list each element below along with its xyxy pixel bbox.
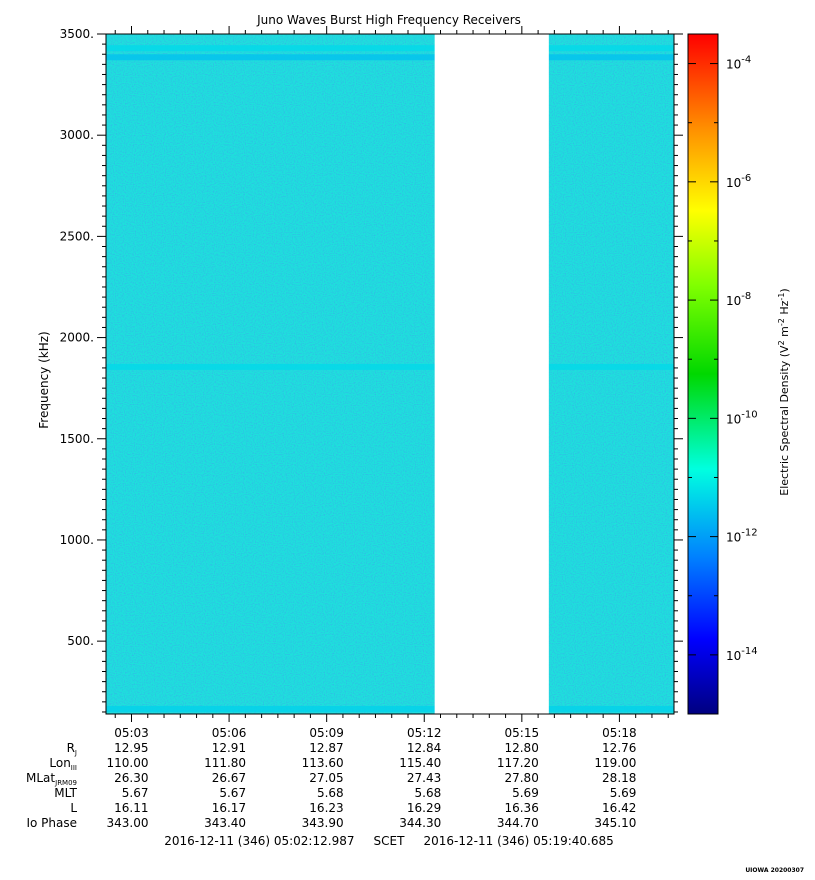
ephemeris-value: 16.23 xyxy=(309,801,343,815)
colorbar-tick-label: 10-12 xyxy=(726,528,758,545)
ephemeris-row-label: MLT xyxy=(54,786,77,800)
x-tick-label: 05:06 xyxy=(212,726,247,740)
plot-frame xyxy=(105,33,675,715)
ephemeris-value: 16.11 xyxy=(114,801,148,815)
emission-band-2 xyxy=(106,54,674,61)
emission-band-3 xyxy=(106,705,674,712)
data-gap xyxy=(434,34,549,714)
colorbar-tick-label: 10-6 xyxy=(726,173,751,190)
y-axis-label: Frequency (kHz) xyxy=(37,331,51,428)
ephemeris-value: 343.90 xyxy=(302,816,344,830)
ephemeris-row-label: RJ xyxy=(67,741,77,757)
ephemeris-value: 12.87 xyxy=(309,741,343,755)
y-tick-label: 1500. xyxy=(60,432,94,446)
ephemeris-value: 5.67 xyxy=(219,786,246,800)
ephemeris-row-label: L xyxy=(70,801,77,815)
ephemeris-value: 16.17 xyxy=(212,801,246,815)
ephemeris-value: 5.68 xyxy=(317,786,344,800)
x-tick-label: 05:12 xyxy=(407,726,442,740)
ephemeris-value: 111.80 xyxy=(204,756,246,770)
spectrogram-noise-texture xyxy=(106,34,674,714)
ephemeris-table: RJ 12.95 12.91 12.87 12.84 12.80 12.76 LonIII 11… xyxy=(26,741,636,830)
time-axis: 05:03 05:06 05:09 05:12 05:15 05:18 xyxy=(114,26,669,740)
colorbar: 10-4 10-6 10-8 10-10 10-12 10-14 Electric Spe… xyxy=(687,33,791,715)
colorbar-tick-label: 10-10 xyxy=(726,409,758,426)
ephemeris-value: 12.95 xyxy=(114,741,148,755)
ephemeris-value: 26.30 xyxy=(114,771,148,785)
y-tick-label: 2000. xyxy=(60,331,94,345)
emission-bands xyxy=(106,45,674,712)
colorbar-ticks: 10-4 10-6 10-8 10-10 10-12 10-14 xyxy=(688,55,758,715)
ephemeris-value: 343.00 xyxy=(107,816,149,830)
time-range: 2016-12-11 (346) 05:02:12.987 SCET 2016-… xyxy=(164,834,614,848)
x-tick-label: 05:15 xyxy=(505,726,540,740)
y-tick-label: 3500. xyxy=(60,27,94,41)
processing-stamp: UIOWA 20200307 xyxy=(745,867,804,874)
emission-band-0 xyxy=(106,363,674,370)
ephemeris-value: 12.91 xyxy=(212,741,246,755)
y-tick-label: 2500. xyxy=(60,229,94,243)
ephemeris-row-label: Io Phase xyxy=(26,816,77,830)
ephemeris-value: 110.00 xyxy=(107,756,149,770)
ephemeris-value: 16.36 xyxy=(504,801,538,815)
ephemeris-value: 344.70 xyxy=(497,816,539,830)
colorbar-tick-label: 10-14 xyxy=(726,646,758,663)
ephemeris-value: 27.43 xyxy=(407,771,441,785)
ephemeris-value: 5.69 xyxy=(610,786,637,800)
colorbar-tick-label: 10-8 xyxy=(726,291,751,308)
y-tick-label: 500. xyxy=(67,634,94,648)
spectrogram-plot: 500. 1000. 1500. 2000. 2500. 3000. 3500. 05:03… xyxy=(60,26,683,740)
ephemeris-value: 115.40 xyxy=(399,756,441,770)
ephemeris-value: 344.30 xyxy=(399,816,441,830)
x-tick-label: 05:18 xyxy=(602,726,637,740)
ephemeris-value: 16.42 xyxy=(602,801,636,815)
chart-title: Juno Waves Burst High Frequency Receiver… xyxy=(256,13,521,27)
colorbar-gradient xyxy=(687,33,719,715)
ephemeris-value: 5.69 xyxy=(512,786,539,800)
ephemeris-value: 26.67 xyxy=(212,771,246,785)
ephemeris-value: 27.80 xyxy=(504,771,538,785)
emission-band-1 xyxy=(106,45,674,52)
ephemeris-value: 28.18 xyxy=(602,771,636,785)
ephemeris-value: 12.84 xyxy=(407,741,441,755)
ephemeris-value: 117.20 xyxy=(497,756,539,770)
ephemeris-value: 12.80 xyxy=(504,741,538,755)
colorbar-tick-label: 10-4 xyxy=(726,55,751,72)
ephemeris-value: 5.68 xyxy=(415,786,442,800)
ephemeris-value: 119.00 xyxy=(594,756,636,770)
x-tick-label: 05:09 xyxy=(309,726,344,740)
ephemeris-value: 16.29 xyxy=(407,801,441,815)
y-tick-label: 1000. xyxy=(60,533,94,547)
y-tick-label: 3000. xyxy=(60,128,94,142)
ephemeris-value: 27.05 xyxy=(309,771,343,785)
ephemeris-value: 5.67 xyxy=(122,786,149,800)
ephemeris-row-label: LonIII xyxy=(49,756,77,772)
colorbar-label: Electric Spectral Density (V2 m-2 Hz-1) xyxy=(777,288,791,495)
ephemeris-value: 343.40 xyxy=(204,816,246,830)
ephemeris-value: 345.10 xyxy=(594,816,636,830)
ephemeris-value: 12.76 xyxy=(602,741,636,755)
ephemeris-row-label: MLatJRM09 xyxy=(26,771,77,787)
ephemeris-value: 113.60 xyxy=(302,756,344,770)
x-tick-label: 05:03 xyxy=(114,726,149,740)
frequency-axis: 500. 1000. 1500. 2000. 2500. 3000. 3500. xyxy=(60,27,683,713)
